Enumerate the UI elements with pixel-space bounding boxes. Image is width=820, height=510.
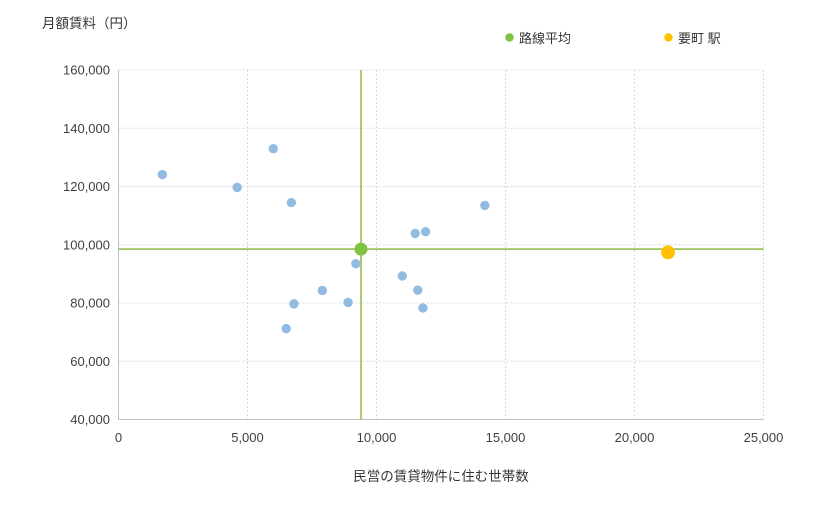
legend-label-kanamecho-station: 要町 駅 bbox=[678, 30, 721, 46]
y-tick-label: 40,000 bbox=[70, 412, 110, 427]
x-tick-label: 20,000 bbox=[615, 430, 655, 445]
x-tick-label: 15,000 bbox=[486, 430, 526, 445]
y-tick-label: 120,000 bbox=[63, 179, 110, 194]
station-points-point bbox=[232, 182, 242, 193]
x-tick-label: 25,000 bbox=[744, 430, 784, 445]
y-tick-label: 100,000 bbox=[63, 237, 110, 252]
station-points-point bbox=[420, 226, 431, 237]
station-points-point bbox=[157, 169, 168, 180]
kanamecho-station-point bbox=[661, 245, 675, 260]
x-tick-label: 5,000 bbox=[231, 430, 264, 445]
y-tick-label: 160,000 bbox=[63, 63, 110, 78]
route-average-point bbox=[354, 242, 368, 256]
x-axis-title: 民営の賃貸物件に住む世帯数 bbox=[353, 469, 529, 484]
station-points-point bbox=[351, 258, 361, 269]
station-points-point bbox=[413, 285, 423, 295]
route-average-legend-icon bbox=[505, 32, 514, 42]
station-points-point bbox=[281, 323, 291, 334]
x-tick-label: 0 bbox=[115, 430, 122, 445]
y-tick-label: 60,000 bbox=[70, 354, 110, 369]
station-points-point bbox=[343, 297, 353, 308]
kanamecho-station-legend-icon bbox=[664, 32, 673, 42]
station-points-point bbox=[418, 303, 428, 313]
y-axis-title: 月額賃料（円） bbox=[42, 16, 137, 31]
station-points-point bbox=[289, 299, 299, 309]
y-tick-label: 140,000 bbox=[63, 121, 110, 136]
x-tick-label: 10,000 bbox=[357, 430, 397, 445]
legend-item-kanamecho-station: 要町 駅 bbox=[664, 29, 721, 46]
legend-label-route-average: 路線平均 bbox=[519, 30, 572, 46]
station-points-point bbox=[317, 285, 328, 296]
station-points-point bbox=[397, 271, 407, 281]
y-tick-label: 80,000 bbox=[70, 296, 110, 311]
station-points-point bbox=[268, 143, 278, 154]
legend-item-route-average: 路線平均 bbox=[505, 29, 572, 46]
station-points-point bbox=[410, 228, 420, 239]
station-points-point bbox=[480, 200, 490, 211]
station-points-point bbox=[286, 197, 297, 208]
